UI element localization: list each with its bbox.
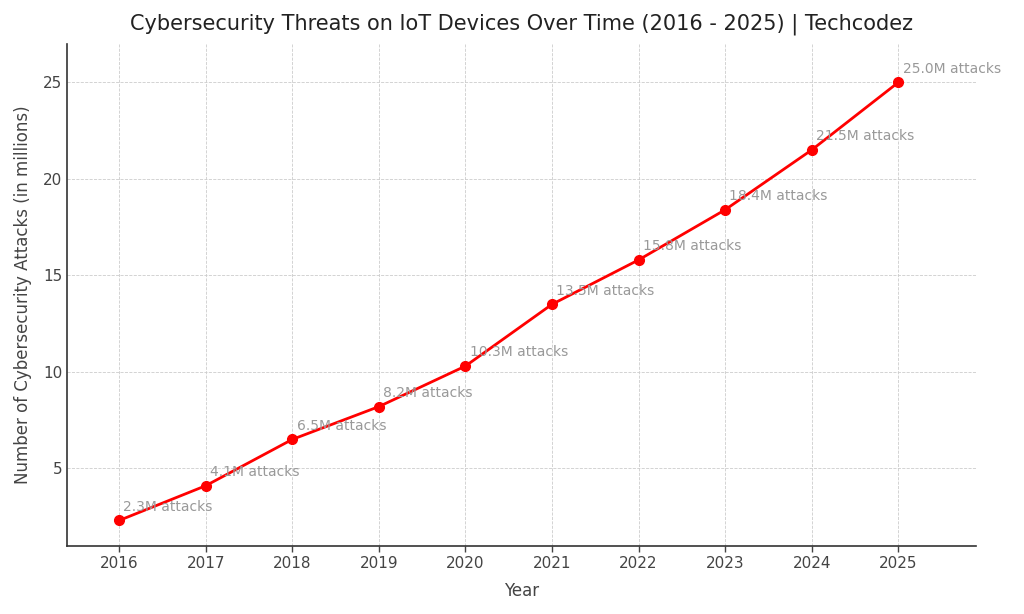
Text: 8.2M attacks: 8.2M attacks: [383, 386, 473, 400]
Text: 4.1M attacks: 4.1M attacks: [210, 465, 299, 479]
Text: 21.5M attacks: 21.5M attacks: [816, 129, 914, 143]
Text: 10.3M attacks: 10.3M attacks: [470, 345, 568, 359]
Text: 13.5M attacks: 13.5M attacks: [556, 284, 654, 298]
Y-axis label: Number of Cybersecurity Attacks (in millions): Number of Cybersecurity Attacks (in mill…: [14, 106, 32, 484]
Text: 18.4M attacks: 18.4M attacks: [729, 189, 827, 203]
Text: 25.0M attacks: 25.0M attacks: [902, 61, 1000, 76]
X-axis label: Year: Year: [504, 582, 540, 600]
Text: 2.3M attacks: 2.3M attacks: [123, 500, 213, 514]
Title: Cybersecurity Threats on IoT Devices Over Time (2016 - 2025) | Techcodez: Cybersecurity Threats on IoT Devices Ove…: [130, 14, 913, 36]
Text: 15.8M attacks: 15.8M attacks: [643, 239, 741, 253]
Text: 6.5M attacks: 6.5M attacks: [297, 419, 386, 433]
